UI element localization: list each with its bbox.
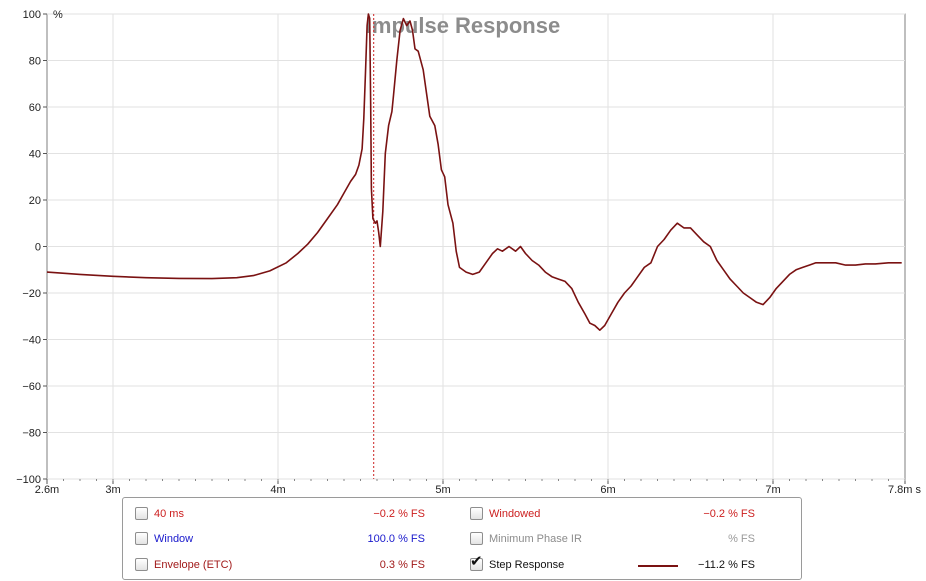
- x-tick-label: 5m: [435, 484, 450, 496]
- checkbox-envelope[interactable]: [135, 558, 148, 571]
- legend-value-min-phase: % FS: [728, 533, 755, 545]
- checkbox-window[interactable]: [135, 532, 148, 545]
- y-tick-label: −100: [16, 474, 41, 486]
- legend-value-envelope: 0.3 % FS: [379, 559, 425, 571]
- y-axis-ticks: 100 80 60 40 20 0 −20 −40 −60 −80 −100: [16, 9, 47, 486]
- y-tick-label: 100: [23, 9, 41, 21]
- legend-row-step[interactable]: ✔ Step Response −11.2 % FS: [470, 553, 755, 575]
- x-tick-label: 7m: [765, 484, 780, 496]
- legend-row-envelope[interactable]: Envelope (ETC) 0.3 % FS: [135, 555, 425, 575]
- checkbox-40ms[interactable]: [135, 507, 148, 520]
- checkmark-icon: ✔: [470, 553, 483, 570]
- series-group: [46, 13, 902, 331]
- legend-panel: 40 ms −0.2 % FS Window 100.0 % FS Envelo…: [122, 497, 802, 580]
- x-tick-label: 3m: [105, 484, 120, 496]
- grid: [47, 13, 905, 480]
- legend-row-40ms[interactable]: 40 ms −0.2 % FS: [135, 504, 425, 524]
- y-tick-label: 60: [29, 102, 41, 114]
- legend-label-window: Window: [154, 533, 194, 545]
- legend-row-min-phase[interactable]: Minimum Phase IR % FS: [470, 529, 755, 549]
- checkbox-step[interactable]: ✔: [470, 553, 483, 571]
- x-tick-label: 6m: [600, 484, 615, 496]
- x-tick-label: 4m: [270, 484, 285, 496]
- y-tick-label: 80: [29, 56, 41, 68]
- y-tick-label: 40: [29, 149, 41, 161]
- legend-value-step: −11.2 % FS: [698, 559, 755, 571]
- x-axis-ticks: 2.6m 3m 4m 5m 6m 7m 7.8m s: [35, 479, 922, 496]
- y-tick-label: −80: [22, 428, 41, 440]
- y-axis-label: %: [53, 9, 63, 21]
- y-tick-label: −60: [22, 381, 41, 393]
- legend-label-windowed: Windowed: [489, 508, 541, 520]
- checkbox-windowed[interactable]: [470, 507, 483, 520]
- y-tick-label: −40: [22, 335, 41, 347]
- legend-label-envelope: Envelope (ETC): [154, 559, 233, 571]
- y-tick-label: 20: [29, 195, 41, 207]
- legend-swatch-step: [638, 565, 678, 567]
- legend-label-step: Step Response: [489, 559, 565, 571]
- legend-value-40ms: −0.2 % FS: [373, 508, 425, 520]
- checkbox-min-phase[interactable]: [470, 532, 483, 545]
- legend-row-window[interactable]: Window 100.0 % FS: [135, 529, 425, 549]
- impulse-response-chart: 100 80 60 40 20 0 −20 −40 −60 −80 −100 2.6m 3m 4m 5m 6…: [16, 9, 922, 496]
- x-tick-label: 7.8m s: [888, 484, 922, 496]
- legend-label-40ms: 40 ms: [154, 508, 184, 520]
- legend-value-window: 100.0 % FS: [367, 533, 425, 545]
- y-tick-label: −20: [22, 288, 41, 300]
- y-tick-label: 0: [35, 242, 41, 254]
- legend-value-windowed: −0.2 % FS: [703, 508, 755, 520]
- legend-label-min-phase: Minimum Phase IR: [489, 533, 582, 545]
- x-tick-label: 2.6m: [35, 484, 59, 496]
- legend-row-windowed[interactable]: Windowed −0.2 % FS: [470, 504, 755, 524]
- series-line-step-response: [46, 13, 902, 331]
- chart-title: Impulse Response: [366, 13, 560, 38]
